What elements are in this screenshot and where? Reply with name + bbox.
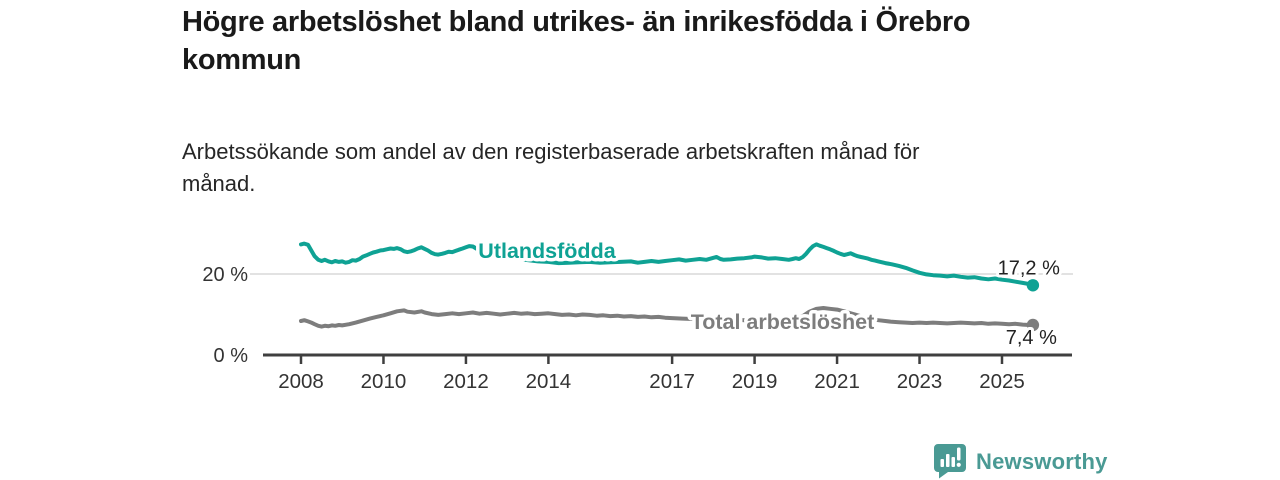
series-label-0: Utlandsfödda [478,239,616,263]
x-axis-tick-label: 2012 [443,370,489,393]
series-end-dot-0 [1026,279,1040,292]
newsworthy-logo-icon [934,444,966,479]
x-axis-tick-label: 2017 [649,370,695,393]
footer-brand: Newsworthy [933,443,1108,480]
logo-bar-3 [951,457,955,467]
series-end-value-0: 17,2 % [998,257,1060,279]
logo-bar-1 [940,459,944,467]
logo-bubble-shape [934,444,966,479]
y-axis-tick-label: 20 % [202,264,248,286]
series-end-dot-1 [1026,318,1040,332]
chart-subtitle: Arbetssökande som andel av den registerb… [182,139,920,196]
x-axis-tick-label: 2021 [814,370,860,393]
series-line-1 [299,306,1035,329]
series-end-value-1: 7,4 % [1006,327,1057,349]
chart-title: Högre arbetslöshet bland utrikes- än inr… [182,6,971,76]
x-axis-tick-label: 2023 [897,370,943,393]
series-line-0 [299,241,1035,288]
series-label-1: Total arbetslöshet [691,310,875,334]
x-axis-tick-label: 2014 [526,370,572,393]
logo-exclamation-bar [957,447,961,461]
newsworthy-logo-text: Newsworthy [976,448,1108,474]
x-axis-tick-label: 2008 [278,370,324,393]
y-axis-tick-label: 0 % [214,345,249,367]
logo-bar-2 [946,454,950,467]
x-axis-tick-label: 2019 [732,370,778,393]
x-axis-tick-label: 2010 [361,370,407,393]
logo-exclamation-dot [956,462,961,467]
x-axis-tick-label: 2025 [979,370,1025,393]
